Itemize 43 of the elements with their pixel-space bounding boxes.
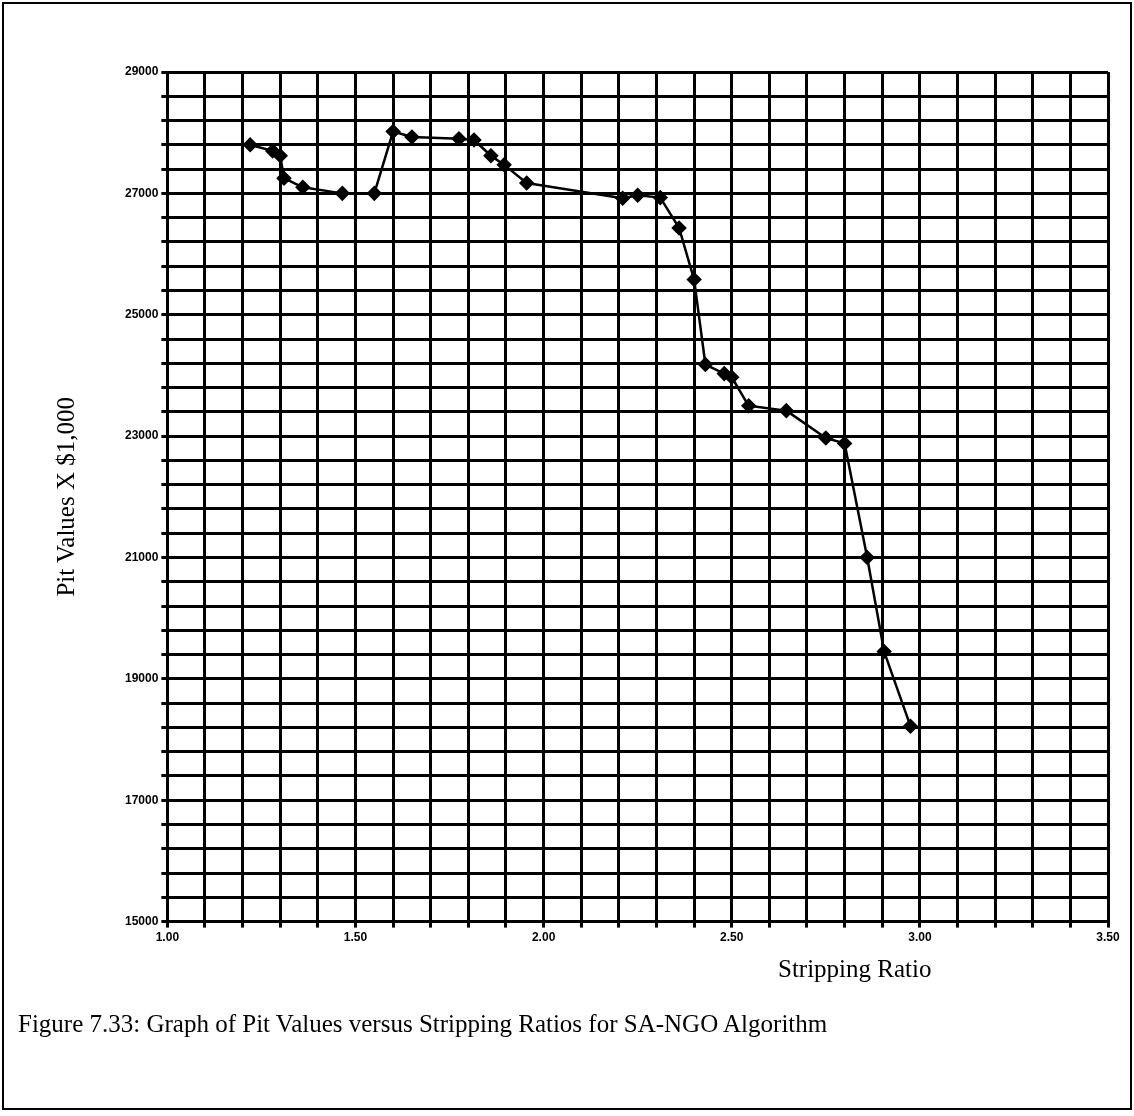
point <box>404 129 420 145</box>
point <box>276 170 292 186</box>
y-tick-label: 29000 <box>124 64 159 79</box>
y-tick-label: 21000 <box>124 549 159 564</box>
point <box>741 398 756 414</box>
x-tick-label: 3.50 <box>1096 930 1120 945</box>
point <box>615 190 630 206</box>
point <box>903 718 918 734</box>
point <box>671 220 687 236</box>
y-tick-label: 17000 <box>124 792 159 807</box>
point <box>686 272 702 287</box>
x-tick-label: 1.00 <box>155 930 180 945</box>
x-tick-label: 3.00 <box>908 930 932 945</box>
x-tick-label: 2.50 <box>720 930 744 945</box>
y-axis-title: Pit Values X $1,000 <box>51 397 79 597</box>
point <box>519 175 534 191</box>
caption: Figure 7.33: Graph of Pit Values versus Stripping Ratios for SA-NGO Algorithm <box>18 1010 828 1038</box>
point <box>818 430 834 446</box>
point <box>876 644 892 659</box>
point <box>630 187 645 203</box>
point <box>466 132 482 148</box>
point <box>242 137 258 153</box>
y-tick-label: 25000 <box>124 307 159 322</box>
point <box>385 124 401 139</box>
point <box>859 550 875 565</box>
point <box>837 436 852 451</box>
x-axis-title: Stripping Ratio <box>778 955 932 983</box>
x-tick-label: 1.50 <box>343 930 368 945</box>
x-tick-label: 2.00 <box>531 930 556 945</box>
point <box>451 131 467 146</box>
y-tick-label: 23000 <box>124 428 159 443</box>
y-tick-label: 19000 <box>124 671 159 686</box>
point <box>496 157 512 173</box>
point <box>273 148 288 163</box>
point <box>779 403 794 418</box>
point <box>698 357 713 372</box>
point <box>483 148 499 163</box>
point <box>335 186 350 201</box>
point <box>367 186 382 201</box>
y-tick-label: 15000 <box>124 913 159 928</box>
point <box>724 370 739 385</box>
point <box>653 190 668 205</box>
y-tick-label: 27000 <box>124 185 159 200</box>
